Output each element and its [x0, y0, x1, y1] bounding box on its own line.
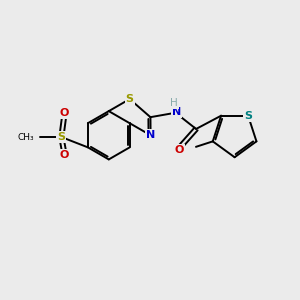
Text: S: S: [244, 111, 252, 121]
Text: O: O: [175, 145, 184, 154]
Text: H: H: [170, 98, 178, 108]
Text: S: S: [57, 132, 65, 142]
Text: O: O: [60, 109, 69, 118]
Text: N: N: [146, 130, 155, 140]
Text: S: S: [126, 94, 134, 104]
Text: O: O: [60, 150, 69, 160]
Text: CH₃: CH₃: [17, 133, 34, 142]
Text: N: N: [172, 107, 182, 117]
